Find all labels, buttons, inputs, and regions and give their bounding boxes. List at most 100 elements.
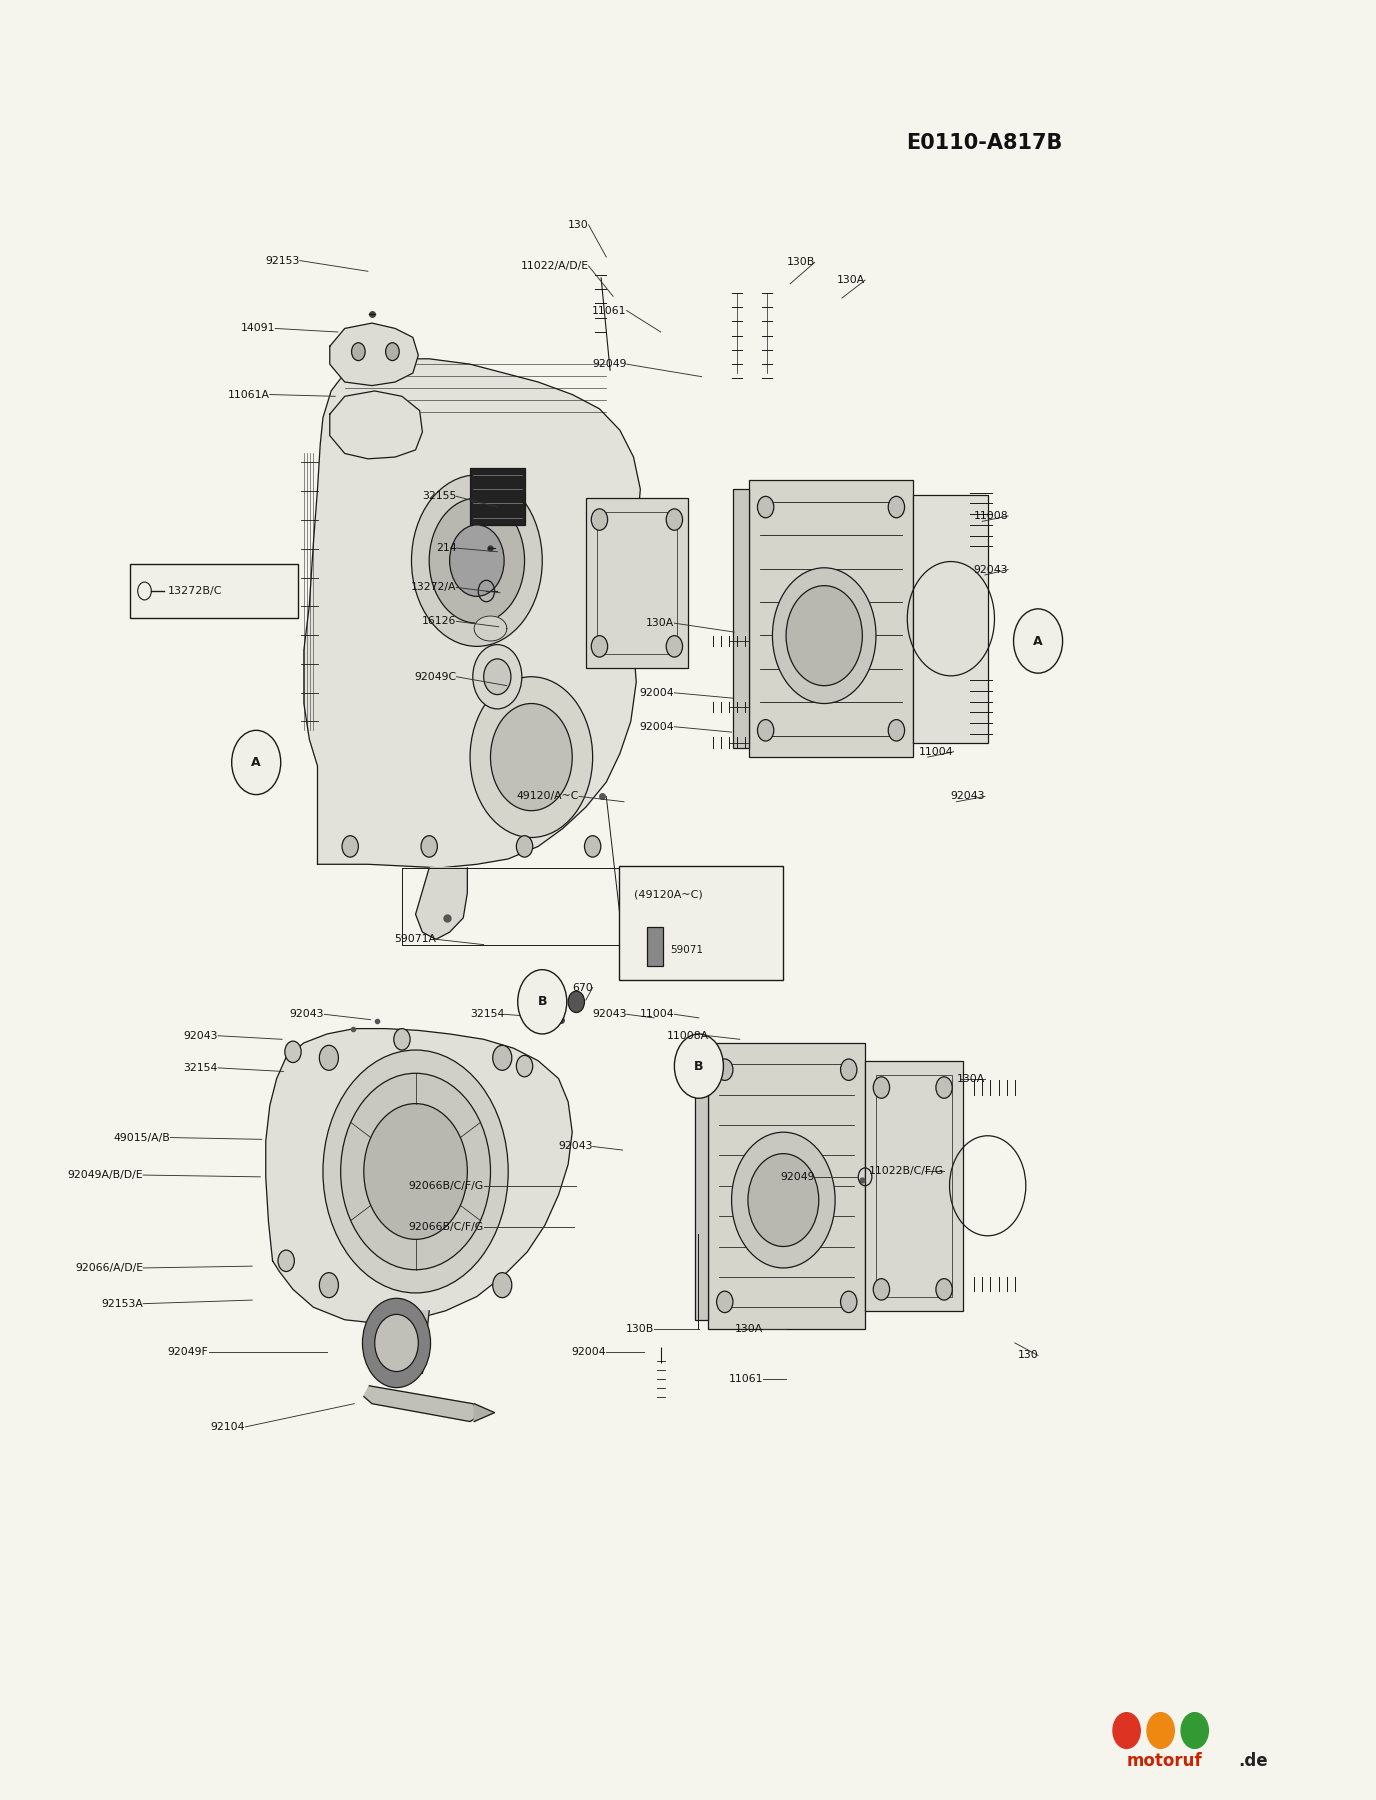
Circle shape [374,1314,418,1372]
Text: 92049C: 92049C [414,671,457,682]
Text: 11008A: 11008A [666,1031,709,1040]
Circle shape [666,509,682,531]
Polygon shape [330,322,418,385]
Text: 130A: 130A [956,1073,985,1084]
Circle shape [351,342,365,360]
Circle shape [421,835,438,857]
Text: E0110-A817B: E0110-A817B [905,133,1062,153]
Circle shape [1113,1712,1141,1748]
Text: 59071: 59071 [670,945,703,956]
Circle shape [484,659,510,695]
Circle shape [516,1055,533,1076]
Text: 92043: 92043 [559,1141,593,1152]
Text: 130A: 130A [647,617,674,628]
Circle shape [341,1073,490,1269]
Circle shape [936,1278,952,1300]
Bar [877,1075,952,1296]
Text: 11004: 11004 [919,747,954,756]
Text: 130A: 130A [837,275,866,284]
Circle shape [674,1033,724,1098]
Text: 92049: 92049 [592,360,626,369]
Text: 11061A: 11061A [228,389,270,400]
Text: B: B [694,1060,703,1073]
Text: 92043: 92043 [183,1031,217,1040]
Text: motoruf: motoruf [1127,1751,1203,1769]
Circle shape [749,1154,819,1247]
Bar [471,468,524,526]
Text: 11004: 11004 [640,1010,674,1019]
Circle shape [889,497,904,518]
Text: 92153: 92153 [266,256,300,266]
Text: 13272B/C: 13272B/C [168,587,222,596]
Text: 92153A: 92153A [102,1298,143,1309]
Circle shape [1014,608,1062,673]
Text: 130A: 130A [735,1323,762,1334]
Circle shape [319,1046,338,1071]
Text: 49015/A/B: 49015/A/B [114,1132,171,1143]
Text: 92043: 92043 [974,565,1009,574]
Text: 32155: 32155 [422,491,457,502]
Text: 92066B/C/F/G: 92066B/C/F/G [409,1181,484,1192]
Circle shape [394,1028,410,1049]
Polygon shape [266,1028,572,1323]
Text: 130: 130 [1017,1350,1038,1361]
Text: 92004: 92004 [571,1346,607,1357]
Bar [597,513,677,653]
Circle shape [490,704,572,810]
Polygon shape [374,1310,429,1373]
Circle shape [732,1132,835,1267]
Text: 92049: 92049 [780,1172,815,1183]
Circle shape [473,644,522,709]
Bar [586,499,688,668]
Circle shape [585,835,601,857]
Circle shape [757,497,773,518]
Circle shape [493,1273,512,1298]
Circle shape [319,1273,338,1298]
Text: 130: 130 [568,220,589,230]
Bar [733,490,750,749]
Circle shape [568,992,585,1013]
Circle shape [343,835,358,857]
Circle shape [450,526,504,596]
Text: 92066/A/D/E: 92066/A/D/E [76,1264,143,1273]
Text: 92049F: 92049F [168,1346,209,1357]
Circle shape [493,1046,512,1071]
Text: 130B: 130B [787,257,815,268]
Polygon shape [363,1386,482,1422]
Circle shape [471,677,593,837]
Text: (49120A~C): (49120A~C) [633,889,702,900]
Bar [912,495,988,743]
Polygon shape [475,616,506,641]
Text: 32154: 32154 [184,1062,217,1073]
Circle shape [936,1076,952,1098]
Text: 214: 214 [436,544,457,553]
Text: B: B [538,995,548,1008]
Circle shape [1181,1712,1208,1748]
FancyBboxPatch shape [619,866,783,981]
Bar [695,1051,709,1319]
Text: 11022/A/D/E: 11022/A/D/E [520,261,589,272]
Bar [709,1042,866,1328]
Circle shape [385,342,399,360]
Text: 59071A: 59071A [394,934,436,945]
Text: 92043: 92043 [290,1010,325,1019]
Text: 92043: 92043 [592,1010,626,1019]
Circle shape [666,635,682,657]
Circle shape [889,720,904,742]
Circle shape [323,1049,508,1292]
Polygon shape [416,868,468,940]
Text: 92104: 92104 [211,1422,245,1433]
Polygon shape [304,358,640,868]
Circle shape [278,1249,294,1271]
Text: 130B: 130B [626,1323,654,1334]
Text: 14091: 14091 [241,324,275,333]
Bar [647,927,663,967]
Bar [750,481,912,758]
Text: A: A [252,756,261,769]
Text: 16126: 16126 [422,616,457,626]
Text: 92004: 92004 [640,688,674,698]
Circle shape [285,1040,301,1062]
Circle shape [362,1298,431,1388]
Circle shape [1148,1712,1174,1748]
Circle shape [231,731,281,794]
